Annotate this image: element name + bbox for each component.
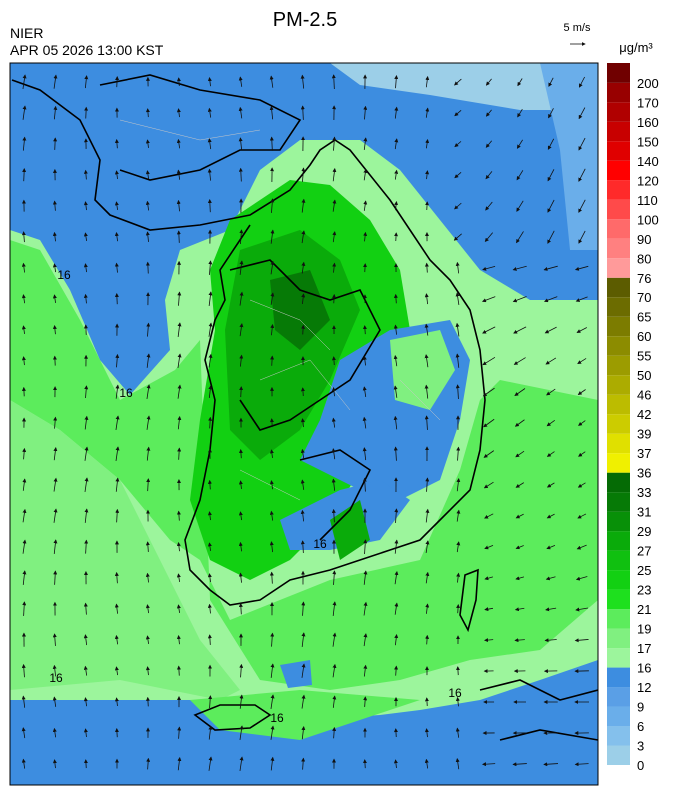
colorbar-bin — [607, 746, 630, 765]
contour-label: 16 — [448, 686, 462, 700]
colorbar-bin — [607, 453, 630, 472]
colorbar-label: 37 — [637, 446, 651, 461]
colorbar-bin — [607, 356, 630, 375]
colorbar-label: 46 — [637, 388, 651, 403]
colorbar-bin — [607, 375, 630, 394]
colorbar-bin — [607, 668, 630, 687]
colorbar-label: 70 — [637, 290, 651, 305]
contour-label: 16 — [57, 268, 71, 282]
colorbar-bin — [607, 102, 630, 121]
colorbar-label: 80 — [637, 251, 651, 266]
wind-arrow — [148, 698, 149, 707]
colorbar-label: 0 — [637, 758, 644, 773]
colorbar-bin — [607, 239, 630, 258]
colorbar-label: 27 — [637, 544, 651, 559]
wind-arrow — [241, 387, 242, 397]
colorbar-bin — [607, 258, 630, 277]
wind-arrow — [365, 760, 366, 768]
colorbar-label: 19 — [637, 622, 651, 637]
colorbar-label: 110 — [637, 193, 658, 208]
colorbar-label: 21 — [637, 602, 651, 617]
colorbar-bin — [607, 609, 630, 628]
colorbar-label: 140 — [637, 154, 659, 169]
colorbar-bin — [607, 492, 630, 511]
colorbar-bin — [607, 629, 630, 648]
colorbar-label: 150 — [637, 134, 659, 149]
colorbar-label: 31 — [637, 505, 651, 520]
colorbar-label: 170 — [637, 95, 659, 110]
colorbar-bin — [607, 336, 630, 355]
colorbar-label: 120 — [637, 173, 659, 188]
colorbar-bin — [607, 726, 630, 745]
contour-label: 16 — [270, 711, 284, 725]
colorbar-label: 42 — [637, 407, 651, 422]
colorbar-bin — [607, 531, 630, 550]
colorbar-label: 90 — [637, 232, 651, 247]
agency: NIER — [10, 25, 43, 41]
colorbar-label: 200 — [637, 76, 659, 91]
colorbar-bin — [607, 161, 630, 180]
colorbar-bin — [607, 122, 630, 141]
wind-arrow — [272, 356, 273, 365]
wind-arrow — [117, 729, 118, 737]
colorbar-bin — [607, 395, 630, 414]
colorbar-label: 23 — [637, 583, 651, 598]
colorbar-bin — [607, 219, 630, 238]
colorbar-bin — [607, 278, 630, 297]
colorbar-label: 6 — [637, 719, 644, 734]
colorbar-label: 50 — [637, 368, 651, 383]
colorbar-bin — [607, 200, 630, 219]
colorbar-bin — [607, 473, 630, 492]
colorbar-label: 3 — [637, 739, 644, 754]
contour-label: 16 — [49, 671, 63, 685]
colorbar-label: 33 — [637, 485, 651, 500]
colorbar-label: 39 — [637, 427, 651, 442]
colorbar-bin — [607, 648, 630, 667]
unit: μg/m³ — [619, 40, 653, 55]
contour-label: 16 — [313, 537, 327, 551]
wind-scale-label: 5 m/s — [564, 22, 591, 34]
colorbar-bin — [607, 63, 630, 83]
colorbar-bin — [607, 141, 630, 160]
colorbar-bin — [607, 297, 630, 316]
colorbar-label: 29 — [637, 524, 651, 539]
wind-arrow — [55, 138, 56, 150]
colorbar-label: 12 — [637, 680, 651, 695]
colorbar-bin — [607, 570, 630, 589]
colorbar-bin — [607, 434, 630, 453]
wind-arrow — [148, 262, 149, 273]
colorbar-label: 55 — [637, 349, 651, 364]
wind-arrow — [24, 169, 25, 181]
colorbar-label: 25 — [637, 563, 651, 578]
colorbar: 0369121617192123252729313336373942465055… — [607, 63, 659, 773]
colorbar-bin — [607, 180, 630, 199]
colorbar-label: 76 — [637, 271, 651, 286]
colorbar-label: 60 — [637, 329, 651, 344]
colorbar-label: 17 — [637, 641, 651, 656]
colorbar-label: 36 — [637, 466, 651, 481]
colorbar-label: 65 — [637, 310, 651, 325]
colorbar-label: 100 — [637, 212, 659, 227]
colorbar-label: 16 — [637, 661, 651, 676]
colorbar-bin — [607, 317, 630, 336]
title: PM-2.5 — [273, 9, 337, 31]
colorbar-bin — [607, 551, 630, 570]
colorbar-bin — [607, 512, 630, 531]
colorbar-bin — [607, 83, 630, 102]
wind-arrow — [458, 605, 459, 613]
colorbar-label: 9 — [637, 700, 644, 715]
colorbar-label: 160 — [637, 115, 659, 130]
wind-arrow — [117, 294, 118, 304]
map: 16 16 16 16 16 16 — [10, 63, 598, 785]
colorbar-bin — [607, 687, 630, 706]
datetime: APR 05 2026 13:00 KST — [10, 42, 164, 58]
colorbar-bin — [607, 707, 630, 726]
colorbar-bin — [607, 590, 630, 609]
contour-label: 16 — [119, 386, 133, 400]
colorbar-bin — [607, 414, 630, 433]
